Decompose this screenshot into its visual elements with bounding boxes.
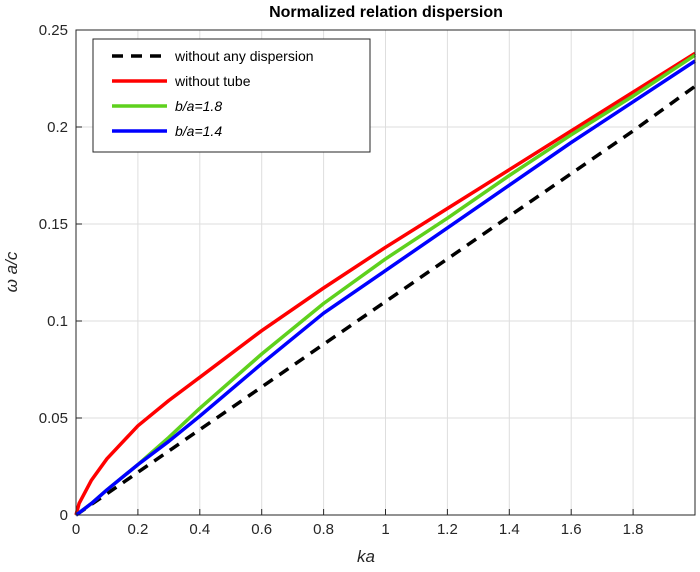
series-line-1 [74, 51, 696, 516]
chart-title: Normalized relation dispersion [269, 4, 503, 21]
x-tick-label: 0 [72, 521, 80, 538]
plot-frame [75, 29, 696, 516]
series-lines [74, 51, 697, 517]
y-tick-label: 0.05 [39, 410, 68, 427]
axes-box [75, 29, 696, 516]
x-tick-label: 1.8 [623, 521, 644, 538]
y-tick-label: 0.2 [47, 119, 68, 136]
x-tick-label: 1.6 [561, 521, 582, 538]
y-tick-label: 0.15 [39, 216, 68, 233]
legend-label-1: without tube [174, 73, 251, 89]
x-tick-label: 0.8 [313, 521, 334, 538]
y-tick-label: 0 [60, 507, 68, 524]
legend-label-3: b/a=1.4 [175, 123, 222, 139]
y-axis-label: ω a/c [2, 251, 21, 292]
y-tick-label: 0.25 [39, 22, 68, 39]
x-tick-label: 0.6 [251, 521, 272, 538]
x-tick-label: 0.4 [189, 521, 210, 538]
x-tick-label: 1.2 [437, 521, 458, 538]
x-tick-label: 1.4 [499, 521, 520, 538]
legend-label-0: without any dispersion [174, 48, 314, 64]
x-axis-label: ka [357, 547, 375, 566]
legend-label-2: b/a=1.8 [175, 98, 222, 114]
x-tick-label: 0.2 [127, 521, 148, 538]
series-line-3 [75, 59, 696, 517]
x-tick-label: 1 [381, 521, 389, 538]
tick-labels: 0 0.2 0.4 0.6 0.8 1 1.2 1.4 1.6 1.8 0 0.05 0.1 0.15 0.… [39, 22, 644, 538]
y-tick-label: 0.1 [47, 313, 68, 330]
legend-box [92, 38, 371, 153]
legend: without any dispersion without tube b/a=1.… [92, 38, 371, 153]
